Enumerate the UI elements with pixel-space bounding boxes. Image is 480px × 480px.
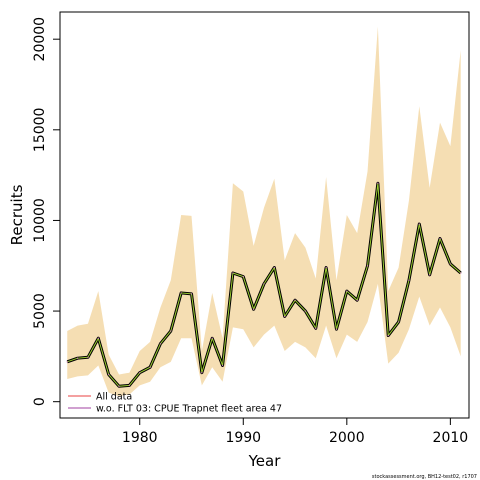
series-1-point [273, 266, 275, 269]
series-1-point [221, 364, 224, 367]
series-1-point [149, 366, 151, 368]
y-axis: 0 5000 10000 15000 20000 [32, 17, 61, 406]
series-1-point [460, 272, 462, 274]
y-tick-label: 15000 [32, 108, 48, 153]
series-1-point [66, 361, 68, 363]
series-1-point [439, 237, 441, 240]
series-1-point [356, 299, 358, 301]
series-1-point [232, 272, 234, 274]
series-1-point [418, 223, 420, 225]
series-1-point [118, 385, 120, 387]
series-1-point [97, 337, 99, 339]
series-1-point [180, 292, 182, 294]
series-1-point [294, 299, 296, 301]
series-1-point [377, 182, 379, 184]
legend: All data w.o. FLT 03: CPUE Trapnet fleet… [68, 392, 282, 415]
legend-label-all-data: All data [96, 392, 132, 403]
x-axis-title: Year [248, 452, 282, 470]
series-1-point [211, 337, 213, 339]
series-1-point [408, 279, 410, 281]
series-1-point [87, 356, 89, 358]
series-1-point [304, 310, 306, 312]
series-1-point [253, 308, 255, 310]
series-1-point [201, 372, 203, 374]
y-tick-label: 20000 [32, 17, 48, 62]
y-tick-label: 10000 [32, 198, 48, 243]
series-1-point [449, 263, 451, 265]
series-lines [66, 181, 462, 388]
series-1-point [263, 283, 265, 285]
series-1-point [325, 266, 327, 269]
series-1-point [335, 328, 338, 330]
series-1-point [170, 330, 172, 332]
confidence-band-area [67, 26, 461, 397]
series-1-point [315, 327, 317, 329]
series-1-point [429, 274, 431, 276]
x-tick-label: 1990 [225, 430, 261, 446]
x-tick-label: 2010 [433, 430, 469, 446]
series-1-point [242, 276, 244, 278]
series-1-point [159, 343, 162, 345]
y-tick-label: 5000 [32, 293, 48, 329]
y-tick-label: 0 [32, 397, 48, 406]
legend-label-without-flt03: w.o. FLT 03: CPUE Trapnet fleet area 47 [96, 404, 282, 415]
series-1-point [397, 321, 400, 323]
series-1-point [387, 334, 389, 337]
series-1-point [128, 384, 130, 386]
x-tick-label: 2000 [329, 430, 365, 446]
series-1-point [284, 315, 286, 318]
x-tick-label: 1980 [122, 430, 158, 446]
series-1-point [139, 372, 141, 374]
series-1-point [190, 293, 193, 295]
series-1-point [77, 357, 79, 359]
x-axis: 1980 1990 2000 2010 [122, 417, 469, 446]
watermark-text: stockassessment.org, BH12-test02, r1707 [372, 474, 477, 480]
series-1-point [108, 373, 110, 376]
confidence-band [67, 26, 461, 397]
series-1-point [366, 265, 369, 267]
series-1-point [346, 290, 348, 292]
y-axis-title: Recruits [8, 184, 26, 245]
